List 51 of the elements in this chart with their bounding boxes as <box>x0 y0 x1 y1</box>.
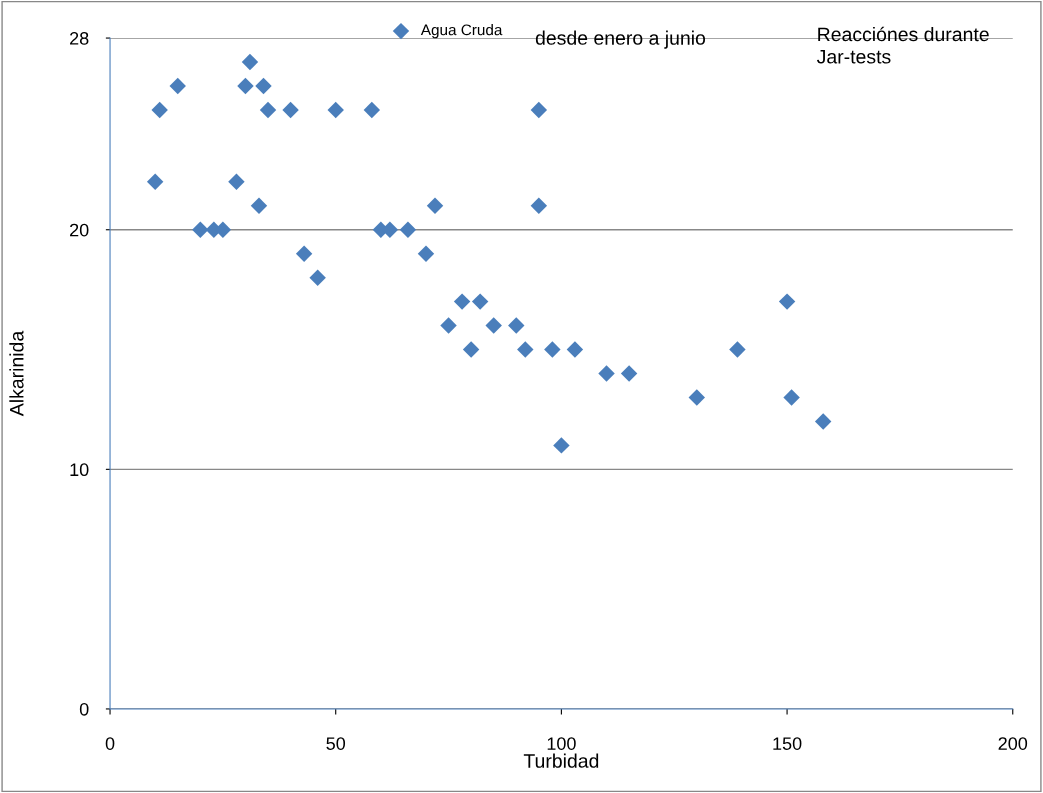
point <box>440 317 457 334</box>
point <box>228 173 245 191</box>
point <box>783 389 800 406</box>
point <box>544 341 561 358</box>
point <box>146 173 164 191</box>
x-tick-label: 150 <box>773 737 802 750</box>
annotation: Reacciónes durante Jar-tests <box>816 26 989 64</box>
point <box>778 293 796 310</box>
point <box>192 221 209 238</box>
annotation: desde enero a junio <box>535 30 706 49</box>
point <box>399 221 417 238</box>
point <box>309 269 326 286</box>
point <box>426 197 444 214</box>
y-tick-label: 0 <box>79 702 89 716</box>
x-tick-label: 50 <box>326 737 346 750</box>
point <box>530 101 548 119</box>
point <box>250 197 268 214</box>
y-tick-label: 10 <box>70 463 89 477</box>
point <box>363 101 381 119</box>
point <box>471 293 489 310</box>
y-tick-label: 28 <box>70 32 89 45</box>
point <box>417 245 435 262</box>
point <box>517 341 534 358</box>
point <box>255 77 272 95</box>
point <box>814 413 832 430</box>
point <box>241 53 259 71</box>
point <box>282 101 299 119</box>
point <box>485 317 502 334</box>
point <box>688 389 706 406</box>
point <box>530 197 548 214</box>
point <box>566 341 584 358</box>
x-tick-label: 100 <box>547 737 576 750</box>
x-axis-title: Turbidad <box>523 753 599 768</box>
point <box>295 245 313 262</box>
y-tick-label: 20 <box>70 223 89 237</box>
point <box>729 341 746 358</box>
point <box>462 341 480 358</box>
legend-label: Agua Cruda <box>420 24 503 39</box>
x-tick-label: 0 <box>105 737 115 750</box>
point <box>508 317 525 334</box>
point <box>598 365 615 382</box>
point <box>169 77 186 95</box>
point <box>151 101 168 119</box>
point <box>553 437 570 454</box>
y-axis-title: Alkarinida <box>9 330 24 417</box>
point <box>259 101 277 119</box>
point <box>453 293 471 310</box>
point <box>327 101 344 119</box>
x-tick-label: 200 <box>998 737 1028 750</box>
point <box>237 77 254 95</box>
point <box>620 365 638 382</box>
